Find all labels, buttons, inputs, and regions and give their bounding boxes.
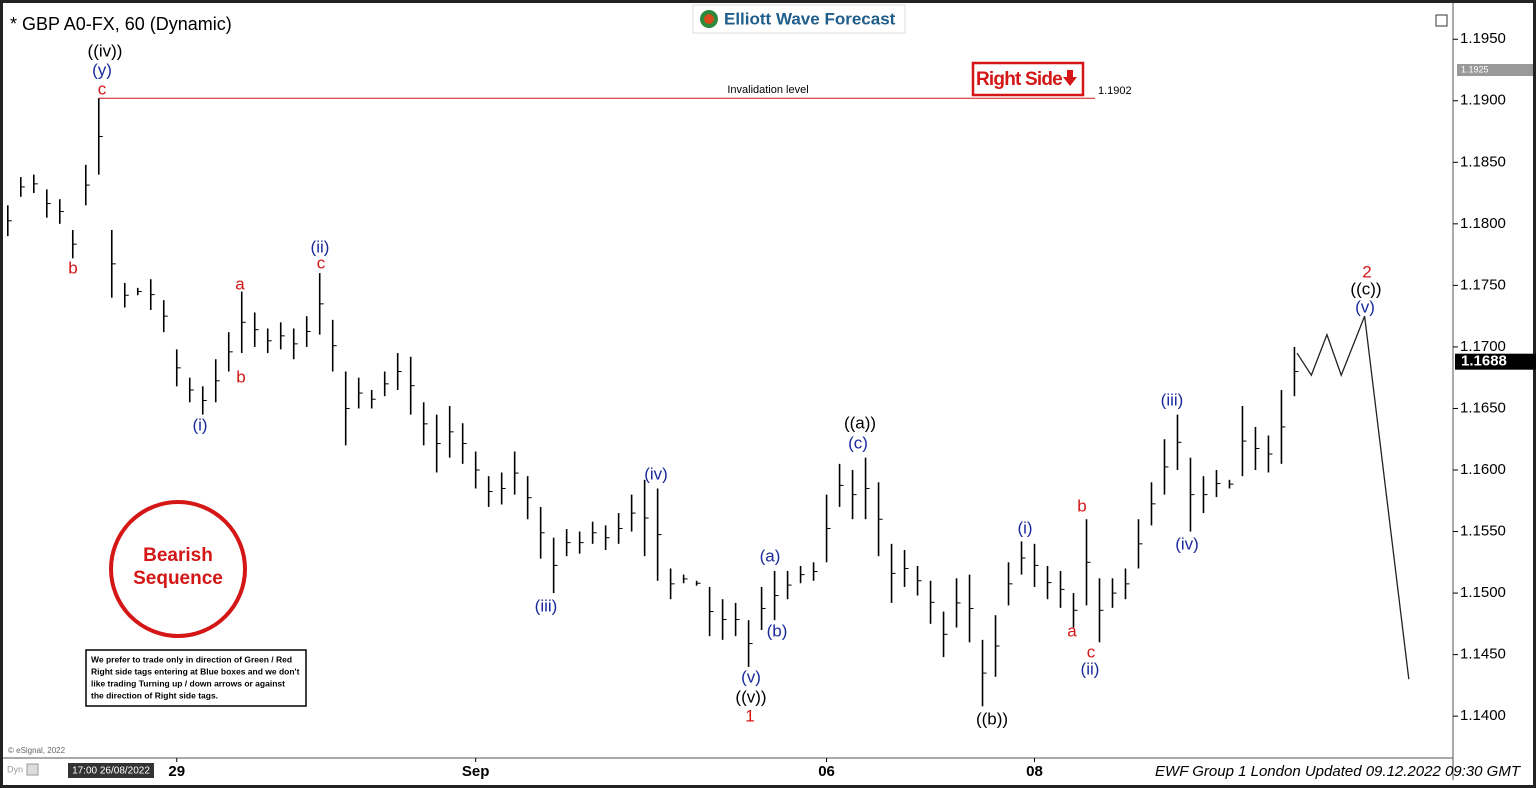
note-line: Right side tags entering at Blue boxes a… xyxy=(91,666,300,676)
wave-label: (i) xyxy=(1017,518,1032,537)
wave-label: (y) xyxy=(92,60,112,79)
right-side-tag: Right Side xyxy=(971,61,1085,97)
wave-label: ((b)) xyxy=(976,709,1008,728)
wave-label: c xyxy=(317,253,326,272)
wave-label: ((c)) xyxy=(1350,279,1381,298)
wave-label: (iv) xyxy=(644,464,668,483)
y-tick-label: 1.1550 xyxy=(1460,523,1506,540)
x-tick-label: 06 xyxy=(818,763,835,780)
y-tick-label: 1.1950 xyxy=(1460,30,1506,47)
brand-logo: Elliott Wave Forecast xyxy=(692,4,906,34)
last-price-label: 1.1688 xyxy=(1461,353,1507,370)
brand-box xyxy=(692,4,906,34)
wave-label: c xyxy=(1087,642,1096,661)
y-tick-label: 1.1750 xyxy=(1460,276,1506,293)
high-marker-tag xyxy=(1457,64,1533,76)
badge-circle xyxy=(109,500,247,638)
y-tick-label: 1.1850 xyxy=(1460,153,1506,170)
wave-label: b xyxy=(236,367,245,386)
wave-label: (iii) xyxy=(1161,390,1184,409)
high-marker-label: 1.1925 xyxy=(1461,64,1489,74)
y-tick-label: 1.1600 xyxy=(1460,461,1506,478)
note-frame xyxy=(85,649,307,707)
wave-label: ((iv)) xyxy=(88,41,123,60)
wave-label: (iii) xyxy=(535,596,558,615)
y-tick-label: 1.1650 xyxy=(1460,399,1506,416)
wave-label: (ii) xyxy=(311,237,330,256)
x-tick-label: 08 xyxy=(1026,763,1043,780)
chart-title: * GBP A0-FX, 60 (Dynamic) xyxy=(10,14,232,34)
dyn-label: Dyn xyxy=(7,764,23,774)
wave-label: (i) xyxy=(192,415,207,434)
y-tick-label: 1.1500 xyxy=(1460,584,1506,601)
bearish-badge: Bearish Sequence xyxy=(109,500,247,638)
invalidation-label: Invalidation level xyxy=(727,84,808,96)
last-price-tag xyxy=(1455,353,1536,370)
note-line: We prefer to trade only in direction of … xyxy=(91,654,292,664)
dyn-button[interactable] xyxy=(26,763,39,776)
start-time-box xyxy=(68,763,154,778)
x-tick-label: 29 xyxy=(168,763,185,780)
wave-label: (ii) xyxy=(1081,659,1100,678)
x-tick-label: Sep xyxy=(462,763,490,780)
wave-labels: ((iv)) (y) c b (i) a b (ii) c (iii) (iv)… xyxy=(68,41,1381,728)
start-time: 17:00 26/08/2022 xyxy=(72,766,150,777)
wave-label: a xyxy=(235,274,245,293)
y-tick-label: 1.1900 xyxy=(1460,92,1506,109)
y-tick-label: 1.1800 xyxy=(1460,215,1506,232)
invalidation-value: 1.1902 xyxy=(1098,85,1132,97)
wave-label: 1 xyxy=(745,706,754,725)
y-tick-label: 1.1450 xyxy=(1460,646,1506,663)
badge-line: Sequence xyxy=(133,568,223,589)
wave-label: (b) xyxy=(767,621,788,640)
wave-label: b xyxy=(68,258,77,277)
wave-label: (a) xyxy=(760,546,781,565)
y-tick-label: 1.1700 xyxy=(1460,338,1506,355)
badge-line: Bearish xyxy=(143,545,213,566)
wave-label: 2 xyxy=(1362,262,1371,281)
note-line: the direction of Right side tags. xyxy=(91,690,218,700)
wave-label: (iv) xyxy=(1175,534,1199,553)
note-box: We prefer to trade only in direction of … xyxy=(85,649,307,707)
tag-text: Right Side xyxy=(976,69,1062,90)
copyright: © eSignal, 2022 xyxy=(8,746,66,755)
y-tick-label: 1.1400 xyxy=(1460,707,1506,724)
wave-label: ((a)) xyxy=(844,413,876,432)
wave-label: b xyxy=(1077,496,1086,515)
wave-label: ((v)) xyxy=(735,687,766,706)
wave-label: (v) xyxy=(741,667,761,686)
note-line: like trading Turning up / down arrows or… xyxy=(91,678,285,688)
window-button[interactable] xyxy=(1435,14,1448,27)
wave-label: (v) xyxy=(1355,297,1375,316)
logo-core xyxy=(704,14,714,24)
footer: EWF Group 1 London Updated 09.12.2022 09… xyxy=(1155,763,1522,780)
wave-label: c xyxy=(98,79,107,98)
wave-label: (c) xyxy=(848,433,868,452)
projection-path xyxy=(1296,315,1410,680)
down-arrow xyxy=(1063,70,1077,86)
wave-label: a xyxy=(1067,621,1077,640)
brand-name: Elliott Wave Forecast xyxy=(724,9,896,28)
